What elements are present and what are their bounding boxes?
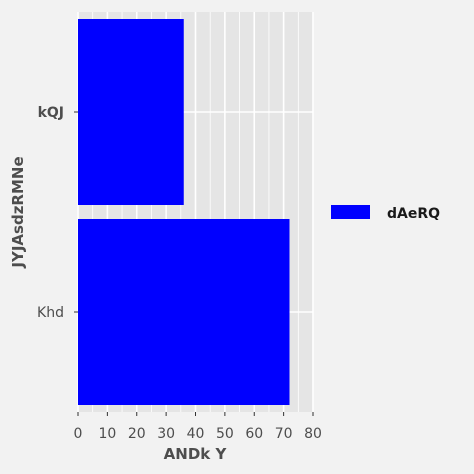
x-axis-ticks: 0 10 20 30 40 50 60 70 80 xyxy=(74,412,322,442)
y-tick-label: Khd xyxy=(37,305,64,321)
y-axis-title: JYJAsdzRMNe xyxy=(9,156,27,268)
y-tick-label: kQJ xyxy=(38,105,64,121)
x-tick-label: 30 xyxy=(157,426,175,442)
x-tick-label: 50 xyxy=(216,426,234,442)
legend: dAeRQ xyxy=(331,205,440,222)
x-tick-label: 60 xyxy=(245,426,263,442)
x-tick-label: 40 xyxy=(187,426,205,442)
x-axis-title: ANDk Y xyxy=(164,445,228,463)
x-tick-label: 0 xyxy=(74,426,83,442)
bar-kQJ xyxy=(78,19,184,205)
legend-label: dAeRQ xyxy=(387,206,440,222)
legend-swatch xyxy=(331,205,370,219)
x-tick-label: 80 xyxy=(304,426,322,442)
x-tick-label: 10 xyxy=(98,426,116,442)
bars xyxy=(78,19,290,405)
x-tick-label: 20 xyxy=(128,426,146,442)
y-axis-ticks: Khd kQJ xyxy=(37,105,78,321)
x-tick-label: 70 xyxy=(275,426,293,442)
bar-Khd xyxy=(78,219,290,405)
